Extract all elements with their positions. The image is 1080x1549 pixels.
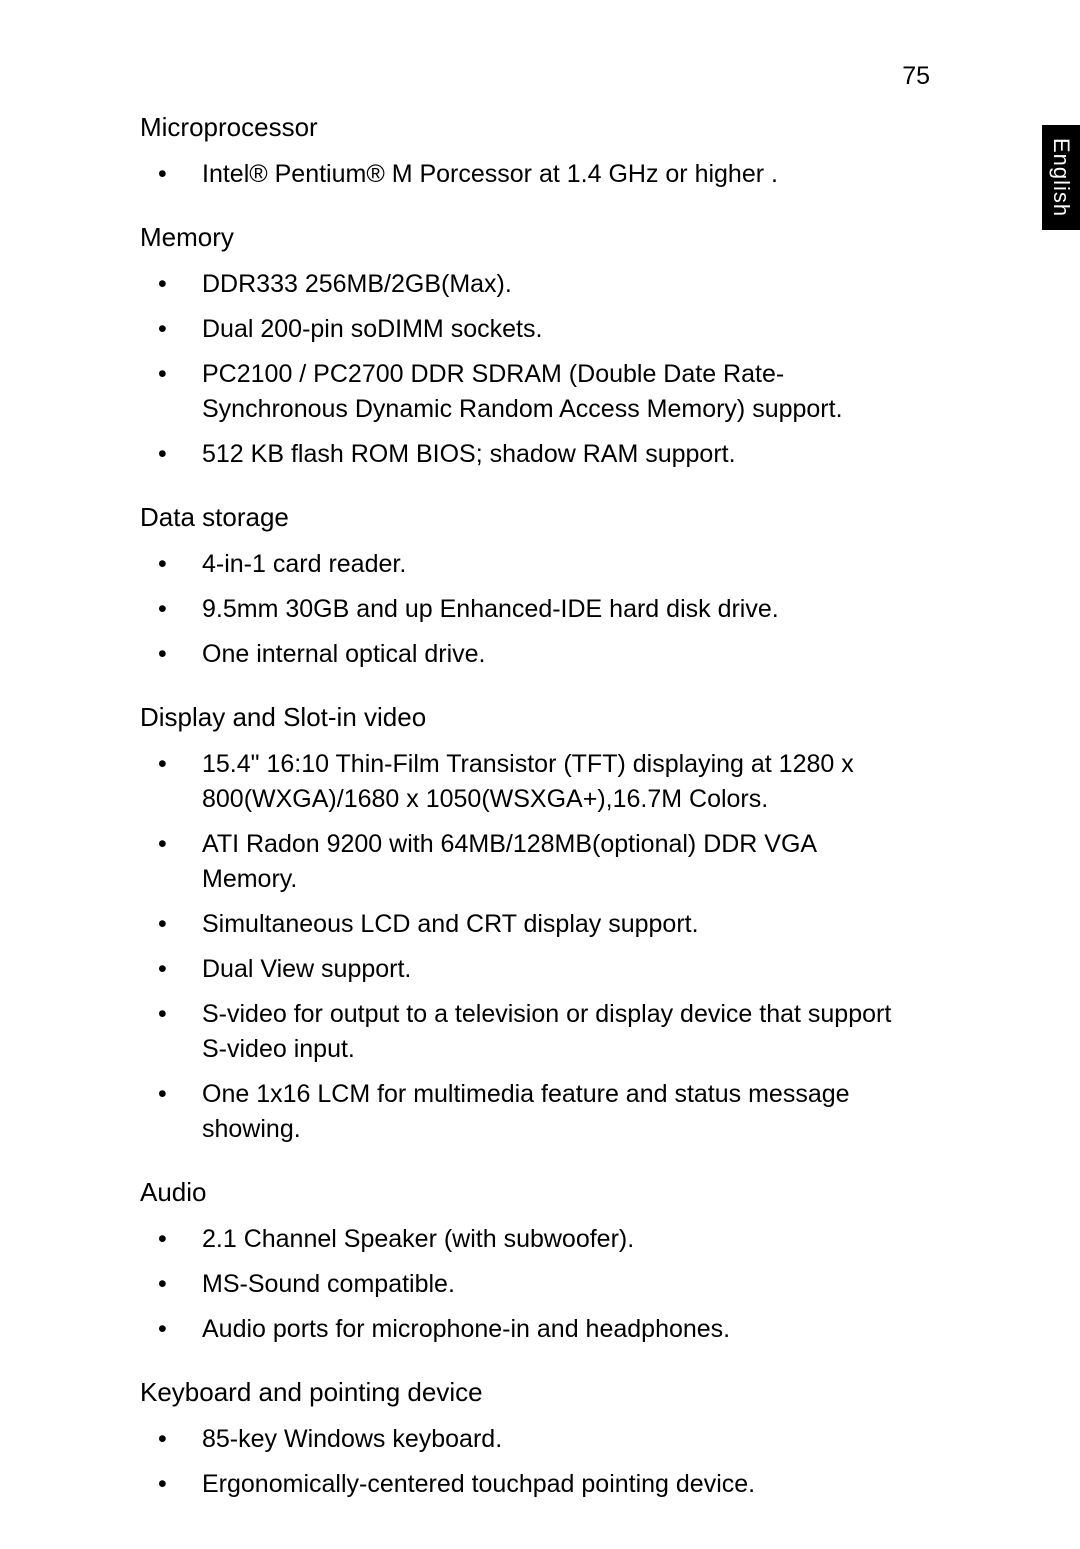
section-heading-keyboard: Keyboard and pointing device [140, 1377, 900, 1408]
list-item: DDR333 256MB/2GB(Max). [140, 267, 900, 302]
list-item: Ergonomically-centered touchpad pointing… [140, 1467, 900, 1502]
page: 75 English Microprocessor Intel® Pentium… [0, 0, 1080, 1549]
list-item: ATI Radon 9200 with 64MB/128MB(optional)… [140, 827, 900, 897]
page-number: 75 [902, 62, 930, 91]
language-tab: English [1042, 125, 1080, 230]
bullet-list: 4-in-1 card reader. 9.5mm 30GB and up En… [140, 547, 900, 672]
list-item: 512 KB flash ROM BIOS; shadow RAM suppor… [140, 437, 900, 472]
list-item: One 1x16 LCM for multimedia feature and … [140, 1077, 900, 1147]
list-item: Dual View support. [140, 952, 900, 987]
list-item: Dual 200-pin soDIMM sockets. [140, 312, 900, 347]
section-heading-audio: Audio [140, 1177, 900, 1208]
list-item: MS-Sound compatible. [140, 1267, 900, 1302]
list-item: 9.5mm 30GB and up Enhanced-IDE hard disk… [140, 592, 900, 627]
bullet-list: 15.4" 16:10 Thin-Film Transistor (TFT) d… [140, 747, 900, 1147]
bullet-list: DDR333 256MB/2GB(Max). Dual 200-pin soDI… [140, 267, 900, 472]
list-item: 85-key Windows keyboard. [140, 1422, 900, 1457]
list-item: 15.4" 16:10 Thin-Film Transistor (TFT) d… [140, 747, 900, 817]
list-item: Intel® Pentium® M Porcessor at 1.4 GHz o… [140, 157, 900, 192]
section-heading-microprocessor: Microprocessor [140, 112, 900, 143]
language-tab-label: English [1048, 138, 1074, 217]
list-item: One internal optical drive. [140, 637, 900, 672]
bullet-list: 2.1 Channel Speaker (with subwoofer). MS… [140, 1222, 900, 1347]
list-item: 2.1 Channel Speaker (with subwoofer). [140, 1222, 900, 1257]
section-heading-data-storage: Data storage [140, 502, 900, 533]
list-item: S-video for output to a television or di… [140, 997, 900, 1067]
list-item: Simultaneous LCD and CRT display support… [140, 907, 900, 942]
bullet-list: 85-key Windows keyboard. Ergonomically-c… [140, 1422, 900, 1502]
list-item: 4-in-1 card reader. [140, 547, 900, 582]
bullet-list: Intel® Pentium® M Porcessor at 1.4 GHz o… [140, 157, 900, 192]
section-heading-memory: Memory [140, 222, 900, 253]
content-body: Microprocessor Intel® Pentium® M Porcess… [140, 112, 900, 1512]
section-heading-display: Display and Slot-in video [140, 702, 900, 733]
list-item: Audio ports for microphone-in and headph… [140, 1312, 900, 1347]
list-item: PC2100 / PC2700 DDR SDRAM (Double Date R… [140, 357, 900, 427]
